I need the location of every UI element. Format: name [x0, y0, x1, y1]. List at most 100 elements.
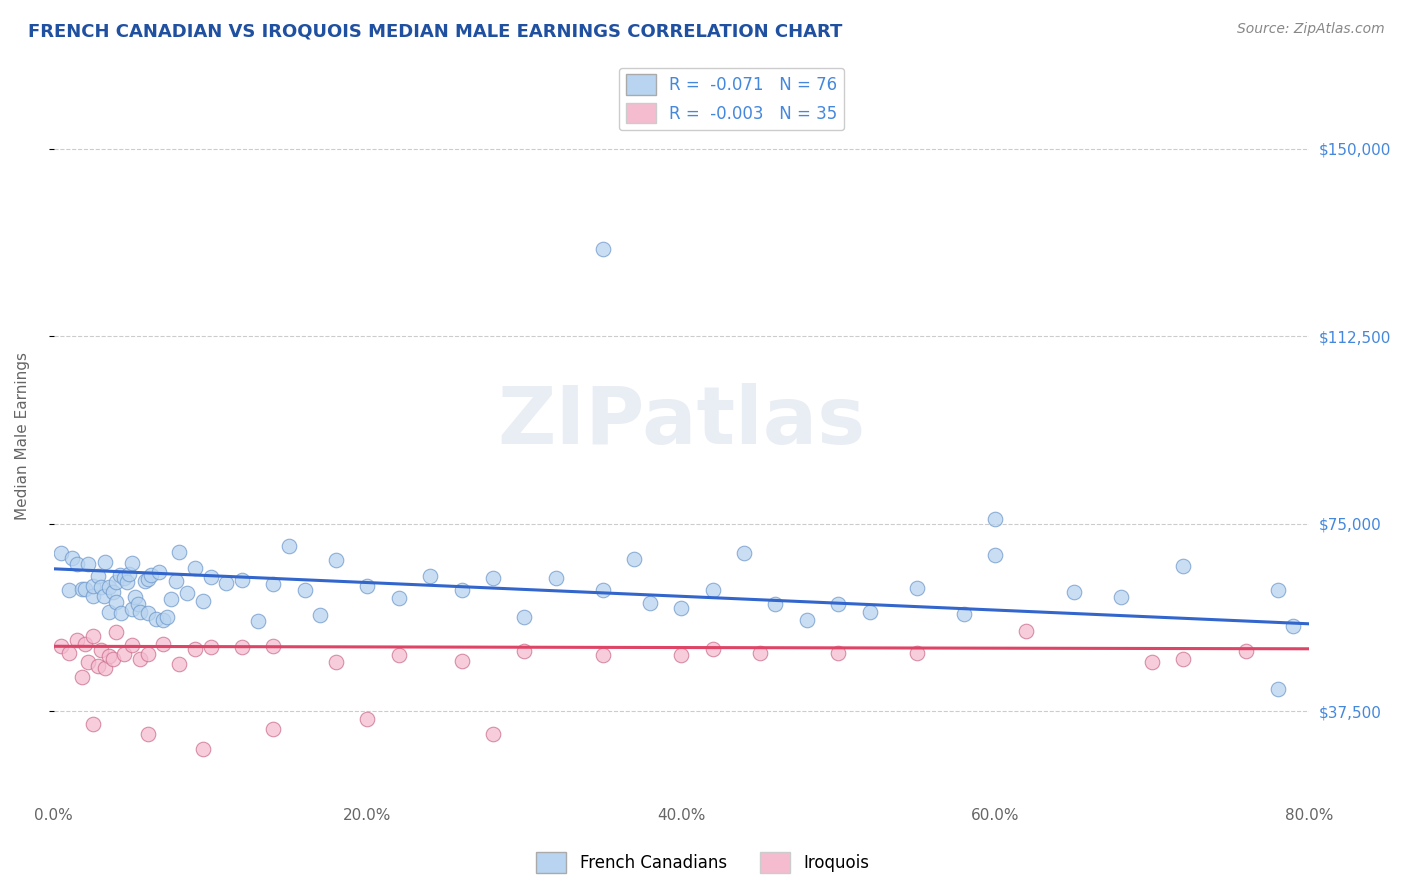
- Point: [544, 570, 567, 584]
- Point: [278, 539, 301, 553]
- Point: [482, 571, 505, 585]
- Point: [70, 670, 93, 684]
- Point: [1267, 681, 1289, 696]
- Point: [1109, 591, 1132, 605]
- Point: [356, 712, 378, 726]
- Point: [191, 594, 214, 608]
- Point: [231, 640, 253, 655]
- Point: [309, 608, 332, 623]
- Point: [117, 574, 139, 589]
- Point: [97, 605, 120, 619]
- Point: [796, 613, 818, 627]
- Point: [97, 648, 120, 663]
- Point: [160, 591, 183, 606]
- Point: [905, 646, 928, 660]
- Point: [112, 647, 135, 661]
- Point: [129, 651, 152, 665]
- Point: [93, 589, 115, 603]
- Point: [73, 582, 96, 596]
- Point: [121, 557, 143, 571]
- Point: [110, 606, 132, 620]
- Point: [66, 557, 89, 571]
- Point: [262, 640, 284, 654]
- Point: [513, 609, 536, 624]
- Point: [623, 552, 645, 566]
- Point: [70, 582, 93, 596]
- Point: [136, 606, 159, 620]
- Point: [671, 648, 693, 662]
- Point: [592, 242, 614, 256]
- Point: [112, 571, 135, 585]
- Point: [1234, 644, 1257, 658]
- Point: [124, 590, 146, 604]
- Point: [105, 625, 128, 640]
- Point: [103, 652, 125, 666]
- Point: [513, 644, 536, 658]
- Text: ZIPatlas: ZIPatlas: [498, 383, 865, 461]
- Point: [294, 583, 316, 598]
- Point: [638, 596, 661, 610]
- Point: [148, 565, 170, 579]
- Point: [325, 553, 347, 567]
- Point: [200, 570, 222, 584]
- Point: [262, 722, 284, 736]
- Point: [827, 597, 849, 611]
- Point: [51, 640, 73, 654]
- Point: [1282, 619, 1305, 633]
- Point: [73, 637, 96, 651]
- Point: [62, 551, 84, 566]
- Point: [134, 574, 156, 588]
- Point: [702, 582, 724, 597]
- Point: [77, 557, 100, 571]
- Point: [90, 643, 112, 657]
- Point: [165, 574, 187, 588]
- Point: [121, 602, 143, 616]
- Point: [105, 574, 128, 589]
- Point: [325, 656, 347, 670]
- Point: [184, 561, 207, 575]
- Point: [121, 638, 143, 652]
- Point: [450, 654, 472, 668]
- Legend: R =  -0.071   N = 76, R =  -0.003   N = 35: R = -0.071 N = 76, R = -0.003 N = 35: [619, 68, 844, 130]
- Text: FRENCH CANADIAN VS IROQUOIS MEDIAN MALE EARNINGS CORRELATION CHART: FRENCH CANADIAN VS IROQUOIS MEDIAN MALE …: [28, 22, 842, 40]
- Point: [246, 615, 269, 629]
- Point: [82, 716, 104, 731]
- Point: [388, 591, 411, 605]
- Point: [94, 556, 117, 570]
- Point: [984, 548, 1007, 562]
- Point: [127, 597, 149, 611]
- Point: [191, 741, 214, 756]
- Point: [86, 569, 108, 583]
- Point: [984, 512, 1007, 526]
- Point: [905, 581, 928, 595]
- Point: [82, 589, 104, 603]
- Y-axis label: Median Male Earnings: Median Male Earnings: [15, 352, 30, 520]
- Point: [136, 727, 159, 741]
- Point: [748, 646, 770, 660]
- Point: [108, 568, 131, 582]
- Point: [136, 647, 159, 661]
- Point: [184, 642, 207, 657]
- Point: [105, 595, 128, 609]
- Point: [1173, 652, 1195, 666]
- Point: [733, 545, 755, 559]
- Point: [77, 655, 100, 669]
- Point: [356, 579, 378, 593]
- Point: [262, 577, 284, 591]
- Point: [145, 612, 167, 626]
- Point: [82, 579, 104, 593]
- Point: [592, 648, 614, 662]
- Point: [231, 573, 253, 587]
- Point: [827, 646, 849, 660]
- Legend: French Canadians, Iroquois: French Canadians, Iroquois: [530, 846, 876, 880]
- Point: [66, 633, 89, 648]
- Point: [763, 597, 786, 611]
- Point: [136, 572, 159, 586]
- Point: [388, 648, 411, 663]
- Point: [482, 727, 505, 741]
- Point: [858, 605, 880, 619]
- Point: [51, 546, 73, 560]
- Point: [86, 658, 108, 673]
- Point: [952, 607, 974, 621]
- Point: [671, 600, 693, 615]
